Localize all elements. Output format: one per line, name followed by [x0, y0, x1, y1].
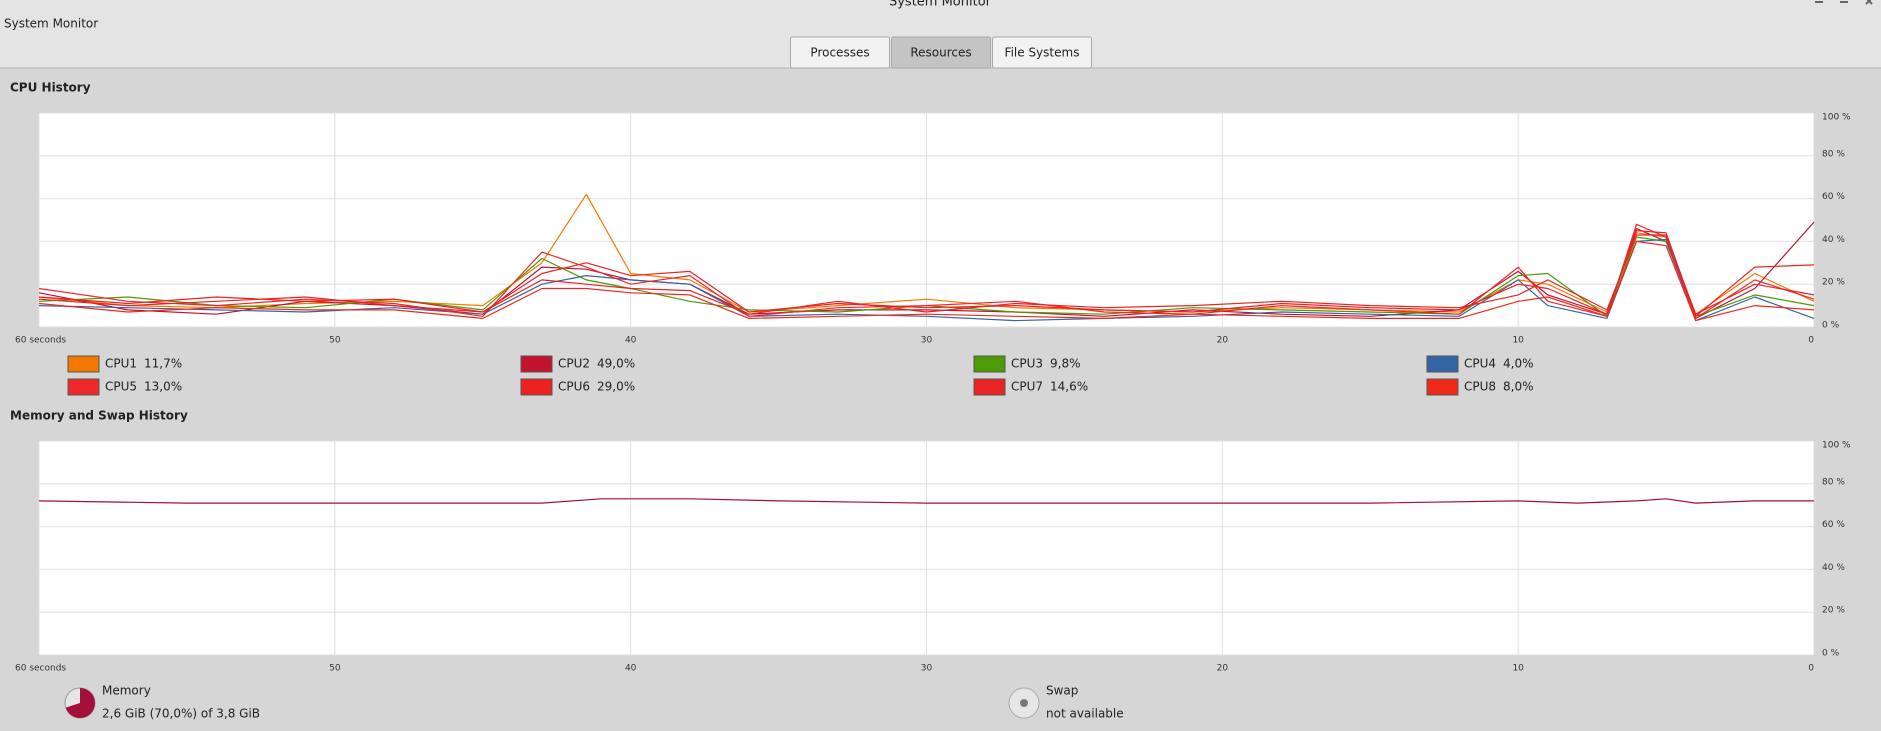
legend-name: CPU4 — [1464, 357, 1496, 371]
legend-swatch[interactable] — [1426, 355, 1459, 373]
x-tick-label: 60 seconds — [15, 336, 66, 346]
swap-detail: not available — [1046, 707, 1124, 721]
x-tick-label: 40 — [625, 336, 637, 346]
tab[interactable] — [790, 36, 890, 69]
legend-name: CPU3 — [1011, 357, 1043, 371]
y-tick-label: 0 % — [1822, 649, 1840, 659]
x-tick-label: 40 — [625, 664, 637, 674]
y-tick-label: 40 % — [1822, 563, 1845, 573]
series-line — [38, 234, 1815, 315]
app-title: System Monitor — [4, 17, 98, 31]
legend-value: 11,7% — [144, 357, 182, 371]
y-tick-label: 40 % — [1822, 235, 1845, 245]
legend-swatch[interactable] — [67, 378, 100, 396]
x-tick-label: 10 — [1512, 336, 1524, 346]
x-tick-label: 30 — [921, 336, 933, 346]
y-tick-label: 20 % — [1822, 278, 1845, 288]
x-tick-label: 20 — [1217, 336, 1229, 346]
legend-name: CPU8 — [1464, 380, 1496, 394]
legend-swatch[interactable] — [520, 378, 553, 396]
series-line — [38, 498, 1814, 504]
legend-swatch[interactable] — [67, 355, 100, 373]
y-tick-label: 60 % — [1822, 192, 1845, 202]
memory-icon-used — [65, 688, 95, 719]
x-tick-label: 60 seconds — [15, 664, 66, 674]
x-tick-label: 0 — [1808, 664, 1814, 674]
y-tick-label: 0 % — [1822, 321, 1840, 331]
legend-swatch[interactable] — [973, 355, 1006, 373]
legend-swatch[interactable] — [1426, 378, 1459, 396]
x-tick-label: 20 — [1217, 664, 1229, 674]
y-tick-label: 80 % — [1822, 477, 1845, 487]
window-controls[interactable] — [1815, 0, 1873, 5]
x-tick-label: 30 — [921, 664, 933, 674]
memory-detail: 2,6 GiB (70,0%) of 3,8 GiB — [102, 707, 260, 721]
series-line — [38, 236, 1815, 317]
x-tick-label: 10 — [1512, 664, 1524, 674]
legend-value: 4,0% — [1503, 357, 1534, 371]
legend-value: 49,0% — [597, 357, 635, 371]
swap-label: Swap — [1046, 684, 1078, 698]
swap-icon-dot — [1020, 699, 1028, 707]
legend-swatch[interactable] — [520, 355, 553, 373]
memory-section-title: Memory and Swap History — [10, 409, 188, 423]
legend-name: CPU7 — [1011, 380, 1043, 394]
x-tick-label: 50 — [329, 336, 341, 346]
legend-name: CPU5 — [105, 380, 137, 394]
legend-value: 29,0% — [597, 380, 635, 394]
tab[interactable] — [992, 36, 1092, 69]
x-tick-label: 50 — [329, 664, 341, 674]
memory-label: Memory — [102, 684, 151, 698]
x-tick-label: 0 — [1808, 336, 1814, 346]
legend-name: CPU6 — [558, 380, 590, 394]
legend-name: CPU2 — [558, 357, 590, 371]
y-tick-label: 100 % — [1822, 441, 1851, 451]
legend-value: 8,0% — [1503, 380, 1534, 394]
y-tick-label: 100 % — [1822, 113, 1851, 123]
legend-name: CPU1 — [105, 357, 137, 371]
legend-value: 13,0% — [144, 380, 182, 394]
y-tick-label: 20 % — [1822, 606, 1845, 616]
y-tick-label: 80 % — [1822, 149, 1845, 159]
legend-swatch[interactable] — [973, 378, 1006, 396]
tab-label[interactable]: File Systems — [1005, 46, 1080, 60]
close[interactable] — [1865, 0, 1873, 5]
tab-label[interactable]: Resources — [910, 46, 971, 60]
legend-value: 9,8% — [1050, 357, 1081, 371]
tab-label[interactable]: Processes — [810, 46, 869, 60]
cpu-section-title: CPU History — [10, 81, 91, 95]
y-tick-label: 60 % — [1822, 520, 1845, 530]
series-line — [38, 240, 1815, 322]
legend-value: 14,6% — [1050, 380, 1088, 394]
tab[interactable] — [891, 36, 991, 69]
window-title: System Monitor — [889, 0, 992, 10]
